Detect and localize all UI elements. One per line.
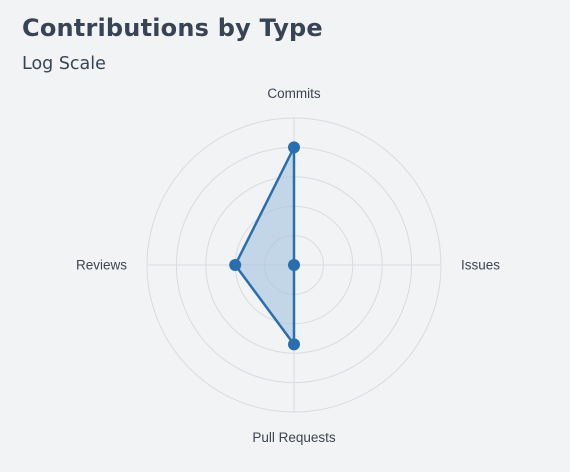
axis-label-issues: Issues	[461, 258, 500, 273]
data-point-commits	[288, 141, 300, 154]
radar-series	[229, 141, 300, 351]
axis-labels: Commits Issues Pull Requests Reviews	[76, 86, 500, 445]
chart-subtitle: Log Scale	[22, 54, 106, 74]
axis-label-commits: Commits	[267, 86, 320, 101]
axis-label-reviews: Reviews	[76, 258, 127, 273]
data-point-issues	[288, 259, 300, 271]
chart-title: Contributions by Type	[22, 14, 323, 42]
data-point-reviews	[229, 259, 242, 271]
series-area-0	[233, 146, 296, 346]
data-point-pull-requests	[288, 338, 300, 351]
axis-label-pull-requests: Pull Requests	[252, 430, 336, 445]
